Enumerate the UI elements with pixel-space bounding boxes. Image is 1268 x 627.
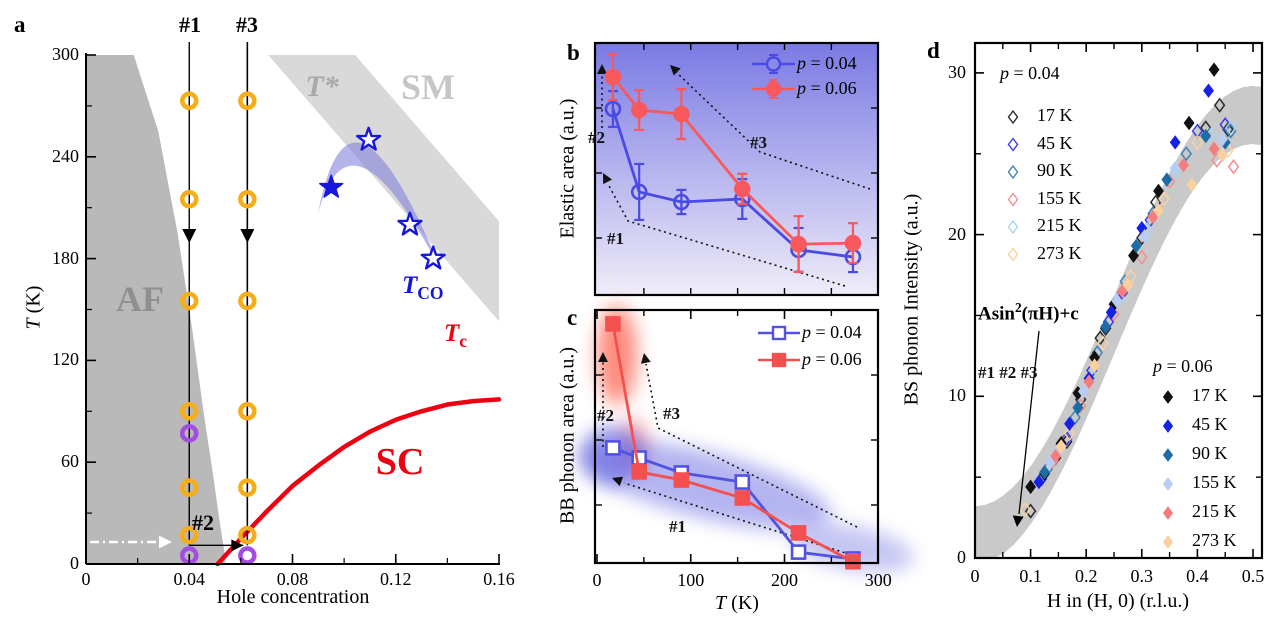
panel-d-legend-label: 17 K	[1037, 105, 1073, 125]
panel-d-group-2-title: p = 0.06	[1153, 356, 1213, 376]
panel-a-y-tick-label: 120	[52, 349, 79, 370]
sample-line-3-label: #3	[236, 12, 258, 37]
panel-b-letter: b	[567, 40, 580, 65]
fit-annotation-arrow	[1012, 330, 1040, 527]
scatter-series-p006-215K	[1050, 141, 1220, 464]
panel-b-annotation-2: #2	[588, 128, 605, 147]
tc-curve	[215, 397, 502, 567]
panel-d-legend-label: 45 K	[1037, 132, 1073, 153]
panel-b-legend-markers	[752, 54, 795, 99]
panel-a-x-tick-label: 0.12	[380, 569, 412, 589]
panel-c-x-axis-label: T (K)	[715, 592, 759, 614]
panel-c-x-tick-label: 100	[677, 570, 705, 590]
panel-c-x-tick-label: 0	[592, 570, 602, 590]
panel-d-legend-label: 90 K	[1037, 160, 1073, 180]
panel-a-x-tick-label: 0.04	[173, 569, 206, 589]
sc-region-label: SC	[375, 441, 425, 483]
sm-region-label: SM	[401, 67, 455, 107]
panel-b-series-1	[604, 52, 862, 274]
panel-a-y-tick-label: 0	[70, 553, 79, 573]
panel-b-legend-entry-1: p = 0.04	[797, 53, 857, 73]
panel-d-x-tick-label: 0.5	[1241, 566, 1265, 586]
panel-d-legend-label: 45 K	[1192, 414, 1228, 434]
panel-d-y-tick-label: 0	[957, 547, 966, 567]
sample-point-circles	[180, 91, 257, 565]
panel-b-border	[593, 41, 880, 297]
panel-d-legend-label: 155 K	[1192, 472, 1237, 492]
panel-a-x-tick-label: 0.08	[276, 569, 309, 589]
panel-a-x-tick-label: 0.16	[483, 569, 515, 589]
scatter-series-p006-273K	[1055, 148, 1228, 454]
panel-d-legend-label: 155 K	[1037, 187, 1082, 208]
panel-d-x-tick-label: 0	[970, 566, 980, 586]
panel-d-x-tick-label: 0.1	[1019, 566, 1042, 586]
scatter-series-p006-90K	[1039, 128, 1231, 480]
panel-b-y-axis-label: Elastic area (a.u.)	[556, 98, 579, 239]
panel-c-y-axis-label: BB phonon area (a.u.)	[556, 346, 579, 525]
panel-c-letter: c	[567, 305, 578, 330]
panel-c-annotation-1: #1	[669, 517, 686, 536]
panel-b-annotation-1: #1	[607, 229, 624, 248]
panel-d-scan-label: #1 #2 #3	[978, 363, 1038, 382]
panel-a-y-tick-label: 60	[61, 451, 79, 472]
tco-band	[317, 142, 443, 274]
panel-b-annotation-3: #3	[750, 133, 767, 152]
sample-line-1-label: #1	[179, 12, 201, 37]
panel-d-legend-label: 17 K	[1192, 385, 1228, 405]
panel-d-legend-markers	[1007, 109, 1174, 549]
panel-d-x-tick-label: 0.4	[1186, 566, 1209, 586]
panel-a-y-tick-label: 300	[52, 43, 79, 64]
panel-c-annotation-3: #3	[663, 404, 680, 423]
af-region-label: AF	[116, 279, 164, 319]
panel-c-legend-entry-2: p = 0.06	[802, 349, 862, 369]
panel-d-legend-label: 90 K	[1192, 443, 1228, 463]
panel-c-border	[593, 308, 880, 565]
panel-c-series-1	[605, 316, 861, 570]
panel-d-x-tick-label: 0.3	[1130, 566, 1154, 586]
panel-d-y-tick-label: 20	[948, 223, 966, 244]
panel-c-annotation-2: #2	[597, 406, 614, 425]
scatter-series-p006-45K	[1033, 83, 1214, 490]
panel-d-x-axis-label: H in (H, 0) (r.l.u.)	[1046, 590, 1190, 612]
fit-band	[975, 85, 1261, 558]
panel-d-legend-label: 273 K	[1192, 530, 1237, 550]
panel-a-regions	[86, 54, 499, 565]
panel-d-legend-label: 215 K	[1037, 215, 1082, 235]
tc-label: Tc	[444, 320, 468, 351]
scatter-series-p006-17K	[1025, 62, 1220, 495]
af-scan-arrow	[90, 535, 172, 549]
panel-c-x-tick-label: 300	[864, 570, 892, 590]
sample-line-2-label: #2	[192, 510, 214, 535]
tco-label: TCO	[402, 272, 444, 303]
panel-b-series-0	[604, 90, 862, 274]
panel-c-x-tick-label: 200	[771, 570, 798, 590]
panel-d-x-tick-label: 0.2	[1074, 566, 1098, 586]
panel-d-legend-label: 215 K	[1192, 501, 1237, 521]
scatter-series-p006-155K	[1044, 131, 1228, 470]
panel-a-x-tick-label: 0	[81, 569, 91, 589]
panel-a-letter: a	[14, 12, 26, 37]
panel-d-letter: d	[927, 38, 940, 63]
panel-c-legend-entry-1: p = 0.04	[802, 322, 862, 342]
panel-c-legend-markers	[758, 325, 800, 368]
panel-d-legend-label: 273 K	[1037, 242, 1082, 263]
panel-d-y-tick-label: 30	[948, 61, 966, 82]
panel-d-border	[973, 41, 1264, 560]
panel-b-legend-entry-2: p = 0.06	[797, 78, 857, 98]
panel-a-y-tick-label: 240	[52, 145, 79, 166]
fit-function-label: Asin2(πH)+c	[978, 300, 1079, 325]
panel-d-group-1-title: p = 0.04	[1000, 63, 1060, 83]
panel-d-y-tick-label: 10	[948, 385, 966, 406]
tco-stars	[319, 126, 446, 270]
panel-a-axes	[85, 53, 500, 565]
panel-c-glows	[578, 305, 914, 573]
panel-d-y-axis-label: BS phonon Intensity (a.u.)	[900, 193, 923, 406]
panel-b-annotation-arrows	[597, 64, 871, 287]
panel-a-x-axis-label: Hole concentration	[216, 586, 370, 608]
panel-a-y-tick-label: 180	[52, 247, 79, 268]
tstar-region-label: T*	[305, 70, 339, 103]
